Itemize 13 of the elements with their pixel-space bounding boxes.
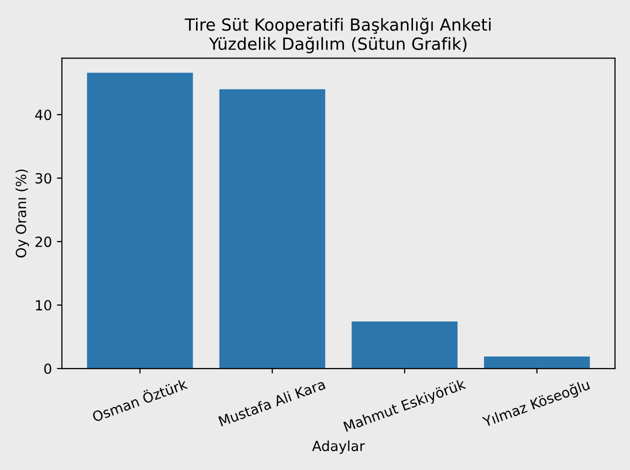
bar: [219, 89, 326, 369]
chart-title: Tire Süt Kooperatifi Başkanlığı Anketi Yüzdelik Dağılım (Sütun Grafik): [184, 18, 491, 54]
bar: [87, 72, 193, 369]
x-tick-label: Osman Öztürk: [90, 376, 188, 422]
y-axis-title: Oy Oranı (%): [16, 170, 29, 258]
bar: [352, 322, 458, 369]
y-tick-label: 40: [35, 110, 52, 120]
x-axis-title: Adaylar: [312, 440, 365, 454]
y-tick-label: 0: [44, 364, 52, 374]
y-tick-label: 30: [36, 173, 52, 184]
y-tick-label: 10: [36, 300, 52, 311]
y-tick-label: 20: [36, 236, 52, 248]
bar: [484, 356, 590, 369]
